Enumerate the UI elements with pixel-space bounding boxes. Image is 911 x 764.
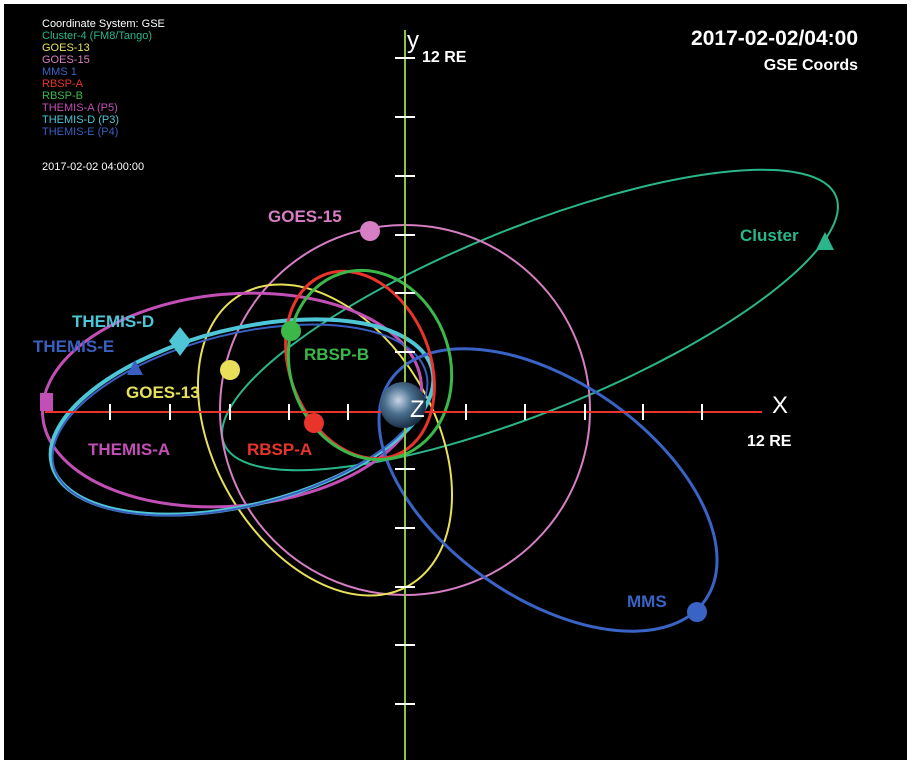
rbsp-b-marker [281,321,301,341]
themis-a-marker [40,393,53,411]
earth [380,382,426,428]
subtitle: GSE Coords [764,57,858,74]
axis-ticks [109,57,703,705]
themis-e-orbit [51,323,429,517]
goes13-label: GOES-13 [126,383,200,402]
background [4,4,907,760]
mms-orbit [377,347,719,633]
legend-item: Cluster-4 (FM8/Tango) [42,30,152,42]
rbsp-b-label: RBSP-B [304,345,369,364]
themis-d-marker [169,327,191,356]
z-axis-label: Z [410,396,425,423]
y-axis-label: y [407,27,419,54]
rbsp-a-marker [304,413,324,433]
legend-item: MMS 1 [42,66,77,78]
legend-item: RBSP-B [42,90,83,102]
x-extent-label: 12 RE [747,433,792,450]
mms-marker [687,602,707,622]
rbsp-b-orbit [286,268,454,462]
legend-item: GOES-13 [42,42,90,54]
legend-item: GOES-15 [42,54,90,66]
cluster-label: Cluster [740,226,799,245]
x-axis-label: X [772,392,788,419]
legend-time: 2017-02-02 04:00:00 [42,161,144,173]
y-extent-label: 12 RE [422,49,467,66]
themis-e-marker [127,360,143,375]
rbsp-a-label: RBSP-A [247,440,312,459]
themis-e-label: THEMIS-E [33,337,114,356]
legend-item: THEMIS-D (P3) [42,114,119,126]
x-ticks [109,404,703,420]
legend-item: THEMIS-A (P5) [42,102,118,114]
title: 2017-02-02/04:00 [691,27,858,50]
legend: Coordinate System: GSE 2017-02-02 04:00:… [42,18,165,173]
goes15-marker [360,221,380,241]
goes13-marker [220,360,240,380]
y-ticks [395,57,415,705]
cluster-marker [816,232,834,250]
mms-label: MMS [627,592,667,611]
themis-d-label: THEMIS-D [72,312,154,331]
legend-item: RBSP-A [42,78,84,90]
legend-heading: Coordinate System: GSE [42,18,165,30]
goes15-label: GOES-15 [268,207,342,226]
themis-a-label: THEMIS-A [88,440,170,459]
legend-item: THEMIS-E (P4) [42,126,118,138]
